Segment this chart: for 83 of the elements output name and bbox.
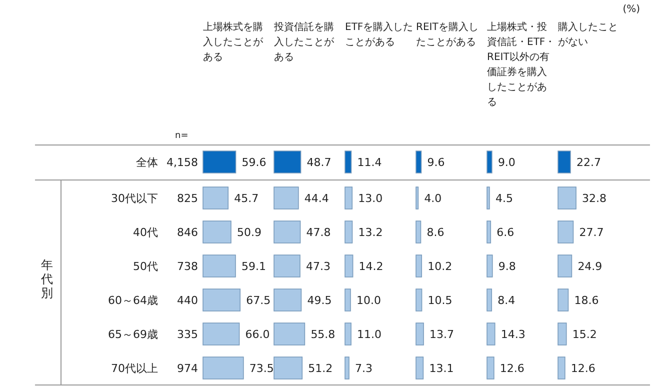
data-label: 13.2 — [358, 226, 383, 239]
text: 440 — [177, 294, 198, 307]
data-label: 59.6 — [242, 156, 266, 169]
data-label: 45.7 — [234, 192, 259, 205]
bar — [202, 356, 244, 380]
text: (%) — [622, 4, 640, 15]
data-label: 13.0 — [358, 192, 383, 205]
bar — [558, 322, 567, 346]
bar — [274, 356, 303, 380]
data-label: 10.2 — [428, 260, 452, 273]
data-label: 59.1 — [242, 260, 266, 273]
bar — [202, 288, 241, 312]
data-label: 47.8 — [306, 226, 331, 239]
data-label: 7.3 — [355, 362, 373, 375]
data-label: 11.0 — [357, 328, 382, 341]
data-label: 9.0 — [498, 156, 516, 169]
data-label: 15.2 — [572, 328, 597, 341]
chart-title: 投資信託を購入したことがある — [273, 21, 335, 63]
data-label: 10.5 — [428, 294, 452, 307]
data-label: 9.6 — [427, 156, 445, 169]
text: REITを購入したことがある — [416, 21, 478, 48]
data-label: 32.8 — [582, 192, 607, 205]
data-label: 14.2 — [358, 260, 384, 273]
data-label: 8.6 — [426, 226, 444, 239]
bar — [274, 186, 299, 210]
data-label: 14.3 — [500, 328, 526, 341]
data-label: 49.5 — [307, 294, 332, 307]
chart-title: 購入したことがない — [558, 21, 618, 48]
bar — [558, 254, 572, 278]
text: 335 — [177, 328, 198, 341]
text: 738 — [177, 260, 198, 273]
y-tick-label: 50代 — [133, 260, 158, 273]
y-tick-label: 30代以下 — [111, 192, 158, 205]
data-label: 24.9 — [578, 260, 602, 273]
data-label: 4.0 — [424, 192, 442, 205]
data-label: 6.6 — [496, 226, 514, 239]
data-label: 47.3 — [306, 260, 331, 273]
data-label: 66.0 — [245, 328, 270, 341]
chart-title: 上場株式を購入したことがある — [203, 21, 264, 63]
bar — [558, 356, 566, 380]
text: 上場株式・投資信託・ETF・REIT以外の有価証券を購入したことがある — [487, 21, 556, 108]
bar — [202, 220, 232, 244]
bar — [274, 288, 302, 312]
data-label: 11.4 — [357, 156, 382, 169]
y-tick-label: 60～64歳 — [108, 294, 158, 307]
data-label: 27.7 — [579, 226, 604, 239]
data-label: 50.9 — [236, 226, 262, 239]
data-label: 55.8 — [310, 328, 336, 341]
text: 846 — [177, 226, 198, 239]
text: 年代別 — [40, 258, 53, 300]
bar — [274, 220, 301, 244]
bar — [274, 254, 300, 278]
bar — [558, 220, 574, 244]
data-label: 44.4 — [304, 192, 329, 205]
text: 4,158 — [166, 156, 198, 169]
text: ETFを購入したことがある — [345, 21, 414, 48]
y-tick-label: 65～69歳 — [108, 328, 158, 341]
text: 825 — [177, 192, 198, 205]
data-label: 4.5 — [495, 192, 513, 205]
data-label: 51.2 — [308, 362, 333, 375]
data-label: 8.4 — [498, 294, 516, 307]
data-label: 12.6 — [570, 362, 596, 375]
text: n= — [175, 131, 188, 141]
data-label: 67.5 — [246, 294, 271, 307]
data-label: 10.0 — [356, 294, 381, 307]
bar — [202, 186, 229, 210]
data-label: 13.7 — [430, 328, 454, 341]
data-label: 18.6 — [574, 294, 599, 307]
y-tick-label: 70代以上 — [111, 362, 158, 375]
data-label: 9.8 — [498, 260, 516, 273]
y-tick-label: 40代 — [133, 226, 158, 239]
data-label: 73.5 — [249, 362, 274, 375]
data-label: 22.7 — [576, 156, 601, 169]
bar — [558, 288, 569, 312]
text: 974 — [177, 362, 198, 375]
bar — [202, 254, 236, 278]
data-label: 13.1 — [429, 362, 454, 375]
data-label: 12.6 — [500, 362, 524, 375]
bar — [202, 322, 240, 346]
data-label: 48.7 — [306, 156, 332, 169]
bar — [274, 322, 306, 346]
y-tick-label: 全体 — [136, 156, 158, 169]
bar — [558, 186, 576, 210]
